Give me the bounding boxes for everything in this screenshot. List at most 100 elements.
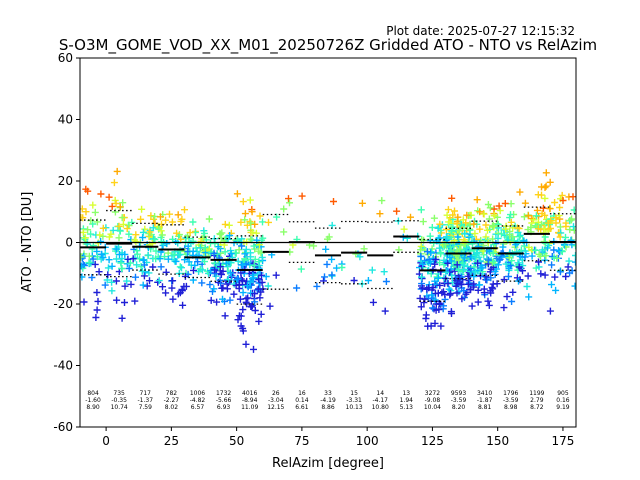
- scatter-point: [494, 261, 502, 269]
- scatter-point: [112, 277, 120, 285]
- scatter-point: [538, 191, 545, 199]
- scatter-point: [482, 273, 490, 281]
- scatter-point: [453, 261, 461, 269]
- scatter-point: [169, 235, 177, 243]
- scatter-point: [435, 306, 443, 313]
- scatter-point: [418, 273, 426, 281]
- scatter-point: [550, 254, 558, 262]
- scatter-point: [121, 299, 128, 306]
- scatter-point: [465, 279, 473, 287]
- scatter-point: [108, 287, 116, 295]
- scatter-point: [482, 221, 490, 229]
- scatter-point: [242, 340, 250, 348]
- scatter-point: [551, 273, 559, 281]
- scatter-point: [532, 246, 540, 254]
- scatter-point: [247, 277, 255, 285]
- scatter-point: [381, 307, 389, 315]
- scatter-point: [85, 252, 93, 260]
- scatter-point: [151, 236, 159, 243]
- scatter-point: [141, 261, 148, 269]
- scatter-point: [146, 277, 153, 285]
- scatter-point: [154, 278, 162, 286]
- scatter-point: [147, 212, 155, 220]
- bin-count-label: 735: [113, 390, 125, 397]
- scatter-point: [484, 297, 492, 305]
- bin-mean-label: -3.59: [503, 397, 519, 404]
- scatter-point: [179, 301, 187, 309]
- scatter-point: [285, 195, 292, 203]
- scatter-point: [454, 213, 462, 221]
- bin-mean-label: -4.17: [372, 397, 388, 404]
- scatter-point: [538, 183, 545, 191]
- scatter-point: [528, 252, 536, 260]
- bin-mean-label: -9.08: [425, 397, 441, 404]
- bin-count-label: 3272: [425, 390, 440, 397]
- scatter-point: [567, 216, 575, 224]
- scatter-point: [264, 282, 272, 290]
- scatter-point: [368, 266, 376, 274]
- scatter-point: [239, 306, 247, 314]
- scatter-point: [241, 250, 249, 258]
- scatter-point: [226, 296, 234, 304]
- scatter-point: [382, 278, 390, 285]
- scatter-point: [452, 251, 460, 259]
- scatter-point: [422, 311, 430, 319]
- scatter-point: [280, 205, 288, 213]
- scatter-point: [418, 280, 426, 288]
- scatter-point: [476, 208, 484, 216]
- scatter-point: [565, 257, 573, 265]
- scatter-point: [247, 253, 254, 261]
- scatter-point: [447, 290, 454, 297]
- scatter-point: [436, 281, 444, 289]
- scatter-point: [480, 289, 488, 297]
- scatter-point: [443, 233, 451, 241]
- x-tick-label: 125: [421, 434, 444, 448]
- scatter-point: [138, 267, 146, 275]
- scatter-point: [455, 256, 463, 264]
- bin-std-label: 10.04: [424, 404, 441, 411]
- scatter-point: [250, 242, 258, 250]
- scatter-point: [297, 265, 305, 273]
- bin-count-label: 26: [272, 390, 280, 397]
- scatter-point: [181, 272, 189, 280]
- bin-count-label: 15: [350, 390, 358, 397]
- bin-count-label: 1006: [190, 390, 205, 397]
- scatter-point: [226, 269, 234, 277]
- scatter-point: [456, 227, 463, 235]
- bin-std-label: 8.98: [504, 404, 518, 411]
- scatter-point: [423, 248, 431, 256]
- scatter-point: [507, 262, 515, 270]
- scatter-point: [485, 215, 493, 223]
- scatter-point: [96, 231, 104, 239]
- scatter-point: [537, 270, 545, 278]
- scatter-point: [503, 293, 511, 301]
- y-tick-label: -60: [53, 420, 73, 434]
- scatter-point: [338, 264, 346, 271]
- scatter-point: [442, 258, 450, 266]
- scatter-point: [473, 196, 481, 204]
- bin-count-label: 1732: [216, 390, 231, 397]
- scatter-point: [548, 261, 556, 269]
- scatter-point: [462, 290, 470, 298]
- bin-std-label: 11.09: [241, 404, 258, 411]
- scatter-point: [444, 206, 452, 214]
- bin-std-label: 10.74: [111, 404, 128, 411]
- scatter-point: [143, 282, 151, 290]
- scatter-point: [516, 188, 524, 196]
- scatter-point: [468, 302, 476, 310]
- scatter-point: [80, 298, 88, 306]
- scatter-point: [85, 259, 93, 267]
- scatter-point: [419, 284, 426, 292]
- scatter-point: [445, 285, 453, 293]
- bin-count-label: 16: [298, 390, 306, 397]
- scatter-point: [460, 261, 468, 269]
- scatter-point: [352, 250, 360, 258]
- scatter-point: [211, 266, 219, 274]
- scatter-point: [570, 206, 576, 214]
- bin-mean-label: -1.37: [137, 397, 153, 404]
- scatter-points: [80, 167, 576, 353]
- scatter-point: [488, 283, 496, 291]
- scatter-point: [177, 235, 185, 243]
- scatter-point: [516, 276, 524, 284]
- scatter-point: [286, 199, 293, 207]
